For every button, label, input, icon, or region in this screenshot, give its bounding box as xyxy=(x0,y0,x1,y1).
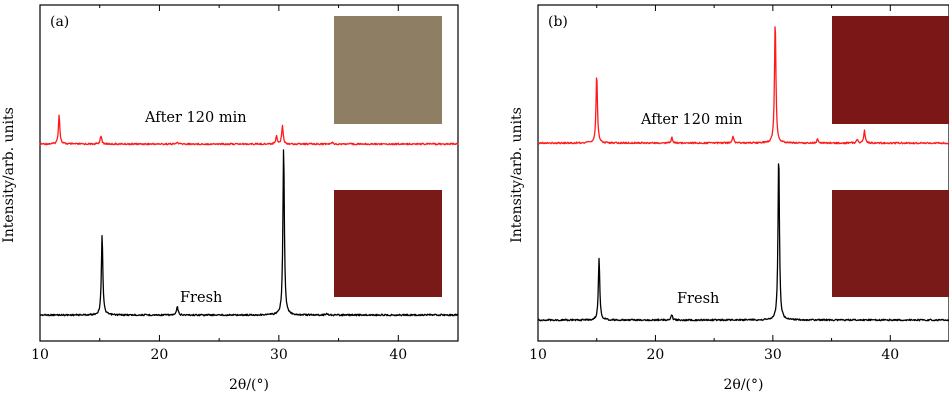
x-tick-label-0-0: 10 xyxy=(31,347,49,363)
x-tick-label-1-3: 40 xyxy=(881,347,899,363)
panel-label-0: (a) xyxy=(50,14,69,30)
inset-image-fresh-1 xyxy=(832,190,949,297)
inset-image-after-0 xyxy=(334,16,442,124)
plot-frame-1 xyxy=(537,4,949,342)
x-tick-label-1-2: 30 xyxy=(764,347,782,363)
x-tick-label-1-1: 20 xyxy=(647,347,665,363)
panel-label-1: (b) xyxy=(548,14,568,30)
series-line-fresh-1 xyxy=(537,163,949,322)
x-tick-label-0-3: 40 xyxy=(389,347,407,363)
y-axis-label-1: Intensity/arb. units xyxy=(509,107,525,243)
plot-frame-0 xyxy=(39,4,459,342)
series-line-fresh-0 xyxy=(39,149,459,317)
series-line-after-1 xyxy=(537,26,949,145)
annotation-fresh-0: Fresh xyxy=(180,290,222,306)
inset-image-after-1 xyxy=(832,16,949,124)
x-axis-label-0: 2θ/(°) xyxy=(229,377,269,393)
x-axis-label-1: 2θ/(°) xyxy=(724,377,764,393)
annotation-fresh-1: Fresh xyxy=(677,291,719,307)
x-tick-label-0-1: 20 xyxy=(151,347,169,363)
inset-image-fresh-0 xyxy=(334,190,442,297)
annotation-after-0: After 120 min xyxy=(144,110,247,126)
series-line-after-0 xyxy=(39,114,459,146)
x-tick-label-1-0: 10 xyxy=(529,347,547,363)
annotation-after-1: After 120 min xyxy=(640,112,743,128)
y-axis-label-0: Intensity/arb. units xyxy=(1,107,17,243)
x-tick-label-0-2: 30 xyxy=(270,347,288,363)
